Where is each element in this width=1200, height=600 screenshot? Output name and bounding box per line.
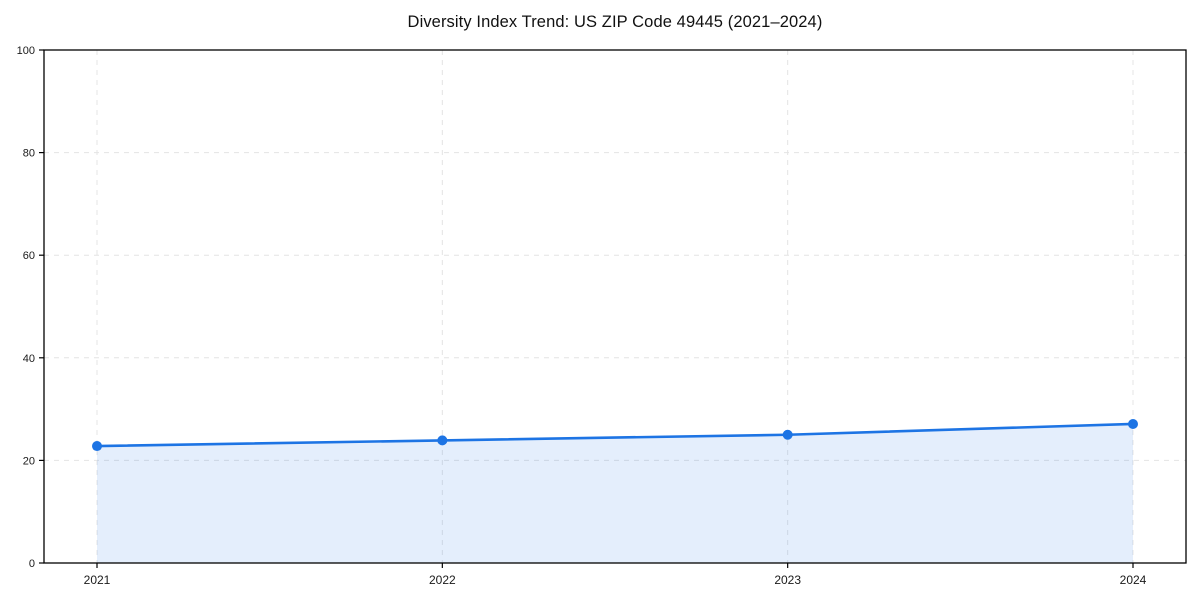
chart-title: Diversity Index Trend: US ZIP Code 49445… xyxy=(407,13,823,31)
y-tick-label: 100 xyxy=(17,45,35,57)
data-points xyxy=(92,418,1138,452)
axis-tick-labels: 0 20 40 60 80 100 2021 2022 2023 2024 xyxy=(17,45,1147,587)
y-tick-label: 60 xyxy=(23,250,35,262)
data-point-2021 xyxy=(92,441,102,452)
data-point-2024 xyxy=(1128,418,1138,429)
x-tick-label: 2022 xyxy=(429,573,456,587)
axes-box xyxy=(43,49,1187,564)
x-tick-label: 2024 xyxy=(1120,573,1147,587)
data-point-2022 xyxy=(437,435,448,446)
y-tick-label: 80 xyxy=(23,148,35,160)
y-tick-label: 0 xyxy=(29,558,35,570)
y-tick-label: 40 xyxy=(23,353,35,365)
data-point-2023 xyxy=(782,429,793,440)
x-tick-label: 2023 xyxy=(774,573,801,587)
area-fill xyxy=(97,423,1133,563)
axis-ticks xyxy=(39,49,1134,568)
gridlines xyxy=(44,50,1186,563)
x-tick-label: 2021 xyxy=(84,573,111,587)
y-tick-label: 20 xyxy=(23,455,35,467)
trend-line xyxy=(95,422,1135,448)
